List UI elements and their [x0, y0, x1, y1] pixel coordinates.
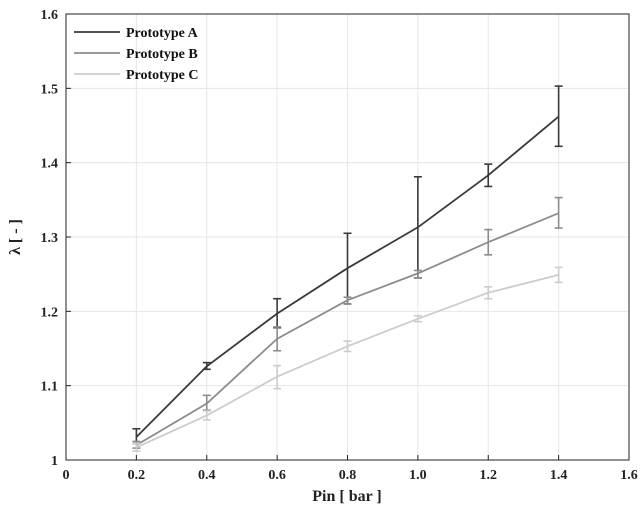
- y-tick-label: 1.6: [41, 8, 59, 23]
- legend-label: Prototype A: [126, 26, 199, 41]
- x-tick-label: 0.8: [339, 468, 357, 483]
- x-tick-label: 1.2: [480, 468, 498, 483]
- x-tick-label: 0: [63, 468, 70, 483]
- y-tick-label: 1.5: [41, 82, 59, 97]
- y-tick-label: 1.4: [41, 157, 59, 172]
- y-tick-label: 1.1: [41, 380, 59, 395]
- x-tick-labels: 0 0.2 0.4 0.6 0.8 1.0 1.2 1.4 1.6: [63, 455, 638, 483]
- y-axis-label: λ [ - ]: [7, 219, 24, 255]
- x-tick-label: 1.6: [620, 468, 638, 483]
- legend: Prototype A Prototype B Prototype C: [74, 26, 199, 83]
- plot-frame: [65, 13, 630, 461]
- series-group: [132, 85, 563, 452]
- x-tick-label: 0.4: [198, 468, 216, 483]
- y-tick-label: 1: [51, 454, 58, 469]
- legend-label: Prototype B: [126, 47, 198, 62]
- series-1: [132, 85, 563, 445]
- y-tick-labels: 1 1.1 1.2 1.3 1.4 1.5 1.6: [41, 8, 71, 469]
- x-tick-label: 0.6: [268, 468, 286, 483]
- x-axis-label: Pin [ bar ]: [312, 488, 381, 505]
- x-tick-label: 1.4: [550, 468, 568, 483]
- y-tick-label: 1.3: [41, 231, 59, 246]
- x-tick-label: 1.0: [409, 468, 427, 483]
- x-tick-label: 0.2: [128, 468, 146, 483]
- series-3: [132, 266, 563, 452]
- y-tick-label: 1.2: [41, 305, 59, 320]
- legend-label: Prototype C: [126, 68, 198, 83]
- series-2: [132, 196, 563, 449]
